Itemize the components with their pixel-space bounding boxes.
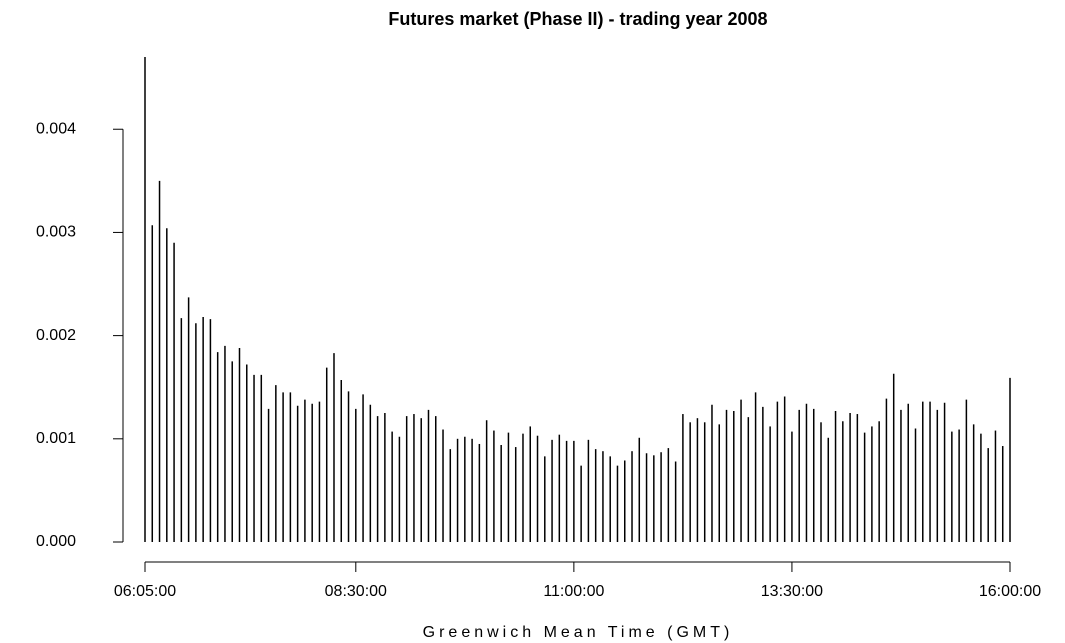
y-tick-label: 0.000	[36, 533, 76, 550]
x-tick-label: 16:00:00	[979, 583, 1041, 600]
x-tick-label: 08:30:00	[325, 583, 387, 600]
y-tick-label: 0.001	[36, 430, 76, 447]
x-tick-label: 13:30:00	[761, 583, 823, 600]
y-tick-label: 0.003	[36, 224, 76, 241]
x-tick-label: 11:00:00	[543, 583, 604, 600]
x-axis-label: Greenwich Mean Time (GMT)	[423, 624, 734, 641]
y-tick-label: 0.004	[36, 120, 76, 137]
y-tick-label: 0.002	[36, 327, 76, 344]
chart-title: Futures market (Phase II) - trading year…	[388, 9, 767, 29]
x-tick-label: 06:05:00	[114, 583, 176, 600]
